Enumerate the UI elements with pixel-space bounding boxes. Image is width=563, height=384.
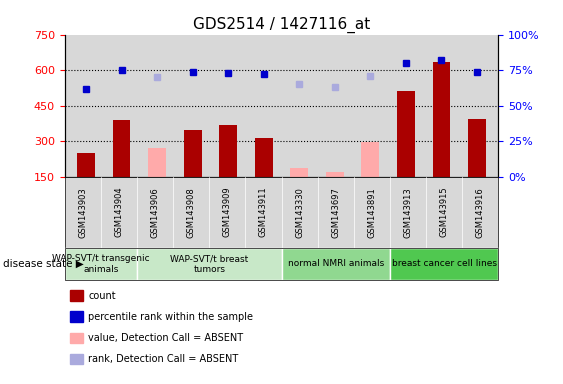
Text: GSM143911: GSM143911: [259, 187, 268, 237]
Bar: [184, 131, 202, 177]
Bar: [397, 91, 415, 177]
Text: GSM143330: GSM143330: [295, 187, 304, 238]
Text: breast cancer cell lines: breast cancer cell lines: [391, 260, 497, 268]
Bar: [468, 119, 486, 177]
Title: GDS2514 / 1427116_at: GDS2514 / 1427116_at: [193, 17, 370, 33]
Text: GSM143904: GSM143904: [114, 187, 123, 237]
Text: rank, Detection Call = ABSENT: rank, Detection Call = ABSENT: [88, 354, 239, 364]
Bar: [291, 168, 308, 177]
Bar: [148, 148, 166, 177]
Text: WAP-SVT/t breast
tumors: WAP-SVT/t breast tumors: [170, 254, 248, 274]
Text: count: count: [88, 291, 116, 301]
Text: percentile rank within the sample: percentile rank within the sample: [88, 312, 253, 322]
Text: GSM143915: GSM143915: [440, 187, 449, 237]
Text: GSM143903: GSM143903: [78, 187, 87, 238]
Text: normal NMRI animals: normal NMRI animals: [288, 260, 384, 268]
Text: GSM143906: GSM143906: [150, 187, 159, 238]
Bar: [361, 142, 379, 177]
Text: GSM143908: GSM143908: [187, 187, 196, 238]
Text: disease state ▶: disease state ▶: [3, 259, 83, 269]
Text: GSM143913: GSM143913: [404, 187, 413, 238]
Text: GSM143697: GSM143697: [331, 187, 340, 238]
Text: GSM143909: GSM143909: [223, 187, 232, 237]
Bar: [77, 153, 95, 177]
Bar: [326, 172, 343, 177]
Text: WAP-SVT/t transgenic
animals: WAP-SVT/t transgenic animals: [52, 254, 150, 274]
Bar: [255, 137, 272, 177]
Text: GSM143891: GSM143891: [367, 187, 376, 238]
Bar: [220, 124, 237, 177]
Bar: [432, 62, 450, 177]
Text: GSM143916: GSM143916: [476, 187, 485, 238]
Text: value, Detection Call = ABSENT: value, Detection Call = ABSENT: [88, 333, 244, 343]
Bar: [113, 120, 131, 177]
